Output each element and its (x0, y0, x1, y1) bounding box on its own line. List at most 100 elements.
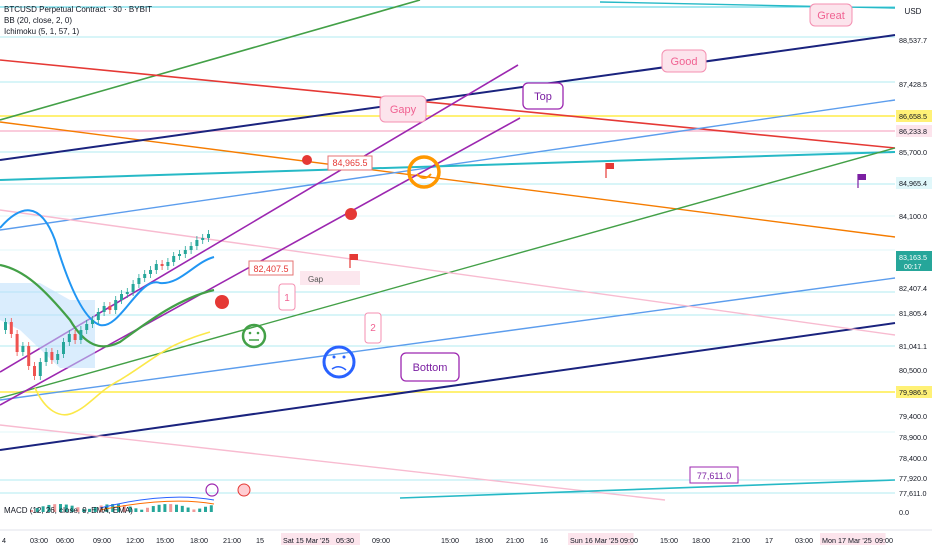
macd-bar (30, 510, 33, 512)
macd-bar (47, 504, 51, 512)
time-label: 21:00 (506, 536, 524, 545)
great-label: Great (817, 10, 845, 22)
time-label: 18:00 (190, 536, 208, 545)
trend-line[interactable] (0, 424, 666, 501)
time-label: 09:00 (93, 536, 111, 545)
wave-1-box: 1 (278, 283, 296, 311)
time-label: 16 (540, 536, 548, 545)
macd-bar (99, 505, 103, 512)
candle-body (189, 246, 193, 250)
ichimoku-legend[interactable]: Ichimoku (5, 1, 57, 1) (4, 27, 80, 36)
macd-bar (180, 505, 184, 512)
candle-body (149, 270, 152, 274)
trend-line[interactable] (0, 209, 896, 336)
symbol-title[interactable]: BTCUSD Perpetual Contract · 30 · BYBIT (4, 5, 153, 14)
macd-bar (146, 507, 149, 512)
top-label: Top (534, 91, 552, 103)
good-bubble[interactable]: Good (661, 49, 707, 73)
price-label: 88,537.7 (899, 36, 927, 45)
price-label: 81,805.4 (899, 309, 927, 318)
price-callout-82407-label: 82,407.5 (253, 264, 288, 274)
time-label-bg (281, 533, 347, 545)
time-label: 18:00 (475, 536, 493, 545)
happy-face-icon (407, 155, 441, 189)
bb-legend[interactable]: BB (20, close, 2, 0) (4, 16, 73, 25)
price-label: 82,407.4 (899, 284, 927, 293)
lightning-icon (205, 483, 219, 497)
trend-line[interactable] (0, 322, 896, 451)
candle-body (9, 322, 13, 334)
time-axis-labels: 4 03:00 06:00 09:00 12:00 15:00 18:00 21:00 15 Sa… (2, 533, 893, 545)
price-label: 86,233.8 (899, 127, 927, 136)
trend-line[interactable] (0, 151, 896, 181)
price-label-bg (896, 110, 932, 122)
price-label: 84,965.4 (899, 179, 927, 188)
candle-body (195, 240, 199, 246)
time-label-bg (568, 533, 634, 545)
price-callout-84965[interactable]: 84,965.5 (327, 155, 373, 171)
last-price-badge (896, 251, 932, 271)
candle-body (172, 256, 176, 262)
macd-bar (169, 504, 173, 512)
wave-2-label: 2 (370, 323, 376, 334)
time-label: Sat 15 Mar '25 (283, 536, 330, 545)
horizontal-levels (0, 6, 895, 494)
good-label: Good (671, 56, 698, 68)
price-label: 81,041.1 (899, 342, 927, 351)
price-label: 79,986.5 (899, 388, 927, 397)
macd-bar (82, 509, 86, 512)
price-label: 78,400.0 (899, 454, 927, 463)
trend-line[interactable] (0, 121, 896, 238)
trend-line[interactable] (0, 0, 421, 121)
candle-body (96, 312, 100, 320)
great-bubble[interactable]: Great (809, 3, 853, 27)
price-label: 80,500.0 (899, 366, 927, 375)
time-label: 18:00 (692, 536, 710, 545)
trend-line[interactable] (0, 59, 896, 149)
price-label: 77,611.0 (899, 489, 926, 498)
price-label: 79,400.0 (899, 412, 927, 421)
gapy-bubble[interactable]: Gapy (379, 95, 427, 123)
macd-bar (140, 509, 144, 512)
time-label: 03:00 (30, 536, 48, 545)
candle-body (38, 362, 42, 376)
candle-body (207, 234, 210, 238)
price-label: 85,700.0 (899, 148, 927, 157)
candle-body (91, 320, 94, 324)
macd-bar (64, 504, 68, 512)
price-callout-82407[interactable]: 82,407.5 (248, 260, 294, 276)
price-label: 78,900.0 (899, 433, 927, 442)
top-bubble[interactable]: Top (522, 82, 564, 110)
trend-line[interactable] (0, 277, 896, 401)
time-label: 09:00 (875, 536, 893, 545)
candle-body (21, 346, 25, 352)
candle-body (143, 274, 147, 278)
candle-body (125, 292, 129, 294)
price-callout-77611[interactable]: 77,611.0 (689, 466, 739, 484)
macd-bar (70, 505, 74, 512)
macd-bar (186, 507, 190, 512)
candle-body (160, 264, 164, 266)
macd-signal-line (99, 500, 215, 511)
candle-body (67, 334, 71, 342)
flag-red-2 (349, 254, 358, 268)
time-label: 09:00 (620, 536, 638, 545)
indicator-legend: BTCUSD Perpetual Contract · 30 · BYBIT B… (4, 4, 152, 37)
gapy-label: Gapy (390, 104, 417, 116)
candle-body (27, 346, 31, 366)
trend-line[interactable] (0, 34, 896, 161)
candle-body (120, 294, 123, 300)
time-label: 4 (2, 536, 6, 545)
wave-2-box: 2 (364, 312, 382, 344)
time-label: 21:00 (223, 536, 241, 545)
bottom-bubble[interactable]: Bottom (400, 352, 460, 382)
trend-line[interactable] (399, 479, 896, 499)
macd-bar (209, 505, 213, 512)
time-label: 15:00 (660, 536, 678, 545)
macd-bar (59, 504, 62, 512)
macd-bar (117, 504, 120, 512)
macd-legend[interactable]: MACD (12, 26, close, 9, EMA, EMA) (4, 506, 133, 515)
candle-body (102, 306, 106, 312)
time-label: 15:00 (441, 536, 459, 545)
